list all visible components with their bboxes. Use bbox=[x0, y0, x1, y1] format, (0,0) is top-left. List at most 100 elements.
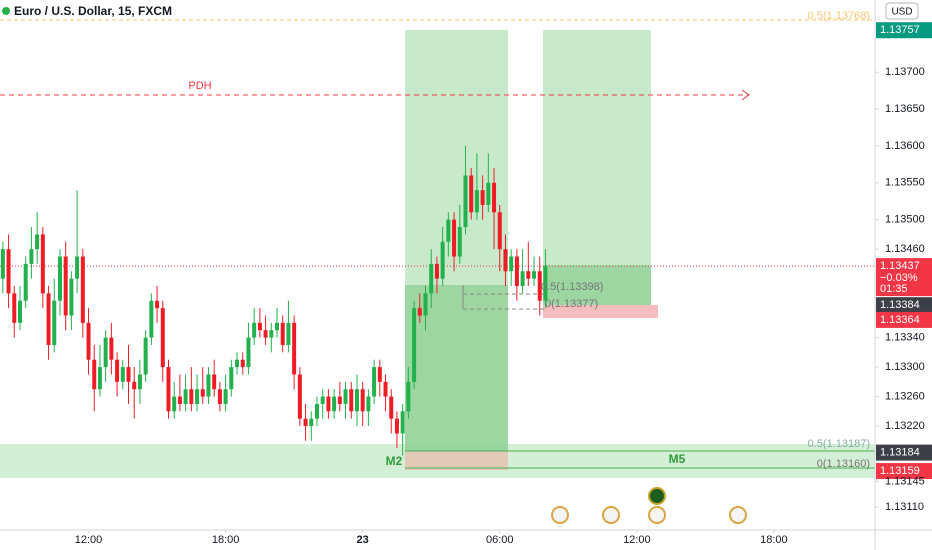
candle-body bbox=[29, 249, 34, 264]
candle-body bbox=[103, 337, 108, 368]
candle-body bbox=[97, 367, 102, 390]
candle-body bbox=[543, 266, 548, 301]
chart-title: Euro / U.S. Dollar, 15, FXCM bbox=[14, 4, 172, 18]
candle-body bbox=[520, 271, 525, 287]
price-badge-label: 1.13364 bbox=[880, 314, 920, 326]
m5-label: M5 bbox=[669, 452, 686, 466]
candle-body bbox=[526, 271, 531, 279]
candle-body bbox=[474, 190, 479, 213]
candle-body bbox=[434, 263, 439, 279]
candle-body bbox=[269, 330, 274, 338]
candle-body bbox=[160, 308, 165, 368]
candle-body bbox=[469, 175, 474, 213]
candle-body bbox=[537, 271, 542, 301]
entry-zone bbox=[543, 265, 651, 305]
candle-body bbox=[349, 389, 354, 412]
candle-body bbox=[492, 182, 497, 213]
candle-body bbox=[337, 396, 342, 404]
countdown: 01:35 bbox=[880, 283, 908, 295]
candle-body bbox=[446, 219, 451, 242]
candle-body bbox=[480, 190, 485, 205]
candle-body bbox=[120, 367, 125, 382]
candle-body bbox=[360, 389, 365, 412]
candle-body bbox=[275, 322, 280, 331]
candle-body bbox=[217, 389, 222, 404]
candle-body bbox=[423, 293, 428, 316]
pdh-arrow bbox=[741, 89, 750, 101]
y-tick-label: 1.13460 bbox=[885, 243, 925, 255]
y-tick-label: 1.13550 bbox=[885, 177, 925, 189]
candle-body bbox=[177, 396, 182, 404]
fib-label: 0.5(1.13187) bbox=[808, 438, 870, 450]
y-tick-label: 1.13340 bbox=[885, 332, 925, 344]
x-tick-label: 12:00 bbox=[623, 534, 651, 546]
currency-label: USD bbox=[891, 7, 912, 18]
target-zone bbox=[543, 30, 651, 265]
candle-body bbox=[86, 322, 91, 360]
event-flag[interactable] bbox=[648, 506, 666, 524]
candle-body bbox=[452, 219, 457, 257]
x-tick-label: 18:00 bbox=[212, 534, 240, 546]
y-tick-label: 1.13700 bbox=[885, 66, 925, 78]
candle-body bbox=[143, 337, 148, 375]
price-badge bbox=[876, 258, 932, 297]
candle-body bbox=[206, 374, 211, 397]
price-badge bbox=[876, 444, 932, 461]
candle-body bbox=[109, 337, 114, 360]
candle-body bbox=[212, 374, 217, 390]
price-badge bbox=[876, 311, 932, 328]
candle-body bbox=[503, 249, 508, 272]
x-tick-label: 12:00 bbox=[75, 534, 103, 546]
x-tick-label: 18:00 bbox=[760, 534, 788, 546]
candle-body bbox=[292, 322, 297, 375]
y-tick-label: 1.13650 bbox=[885, 103, 925, 115]
event-flag[interactable] bbox=[551, 506, 569, 524]
candle-body bbox=[0, 249, 5, 279]
y-tick-label: 1.13145 bbox=[885, 475, 925, 487]
entry-zone bbox=[405, 285, 508, 451]
candle-body bbox=[372, 367, 377, 397]
price-badge bbox=[876, 22, 932, 39]
currency-button[interactable] bbox=[885, 2, 919, 20]
candle-body bbox=[195, 389, 200, 404]
candle-body bbox=[69, 278, 74, 316]
stop-zone bbox=[543, 305, 658, 318]
candle-body bbox=[92, 359, 97, 390]
candle-body bbox=[303, 418, 308, 427]
event-flag[interactable] bbox=[602, 506, 620, 524]
m2-label: M2 bbox=[386, 454, 403, 468]
candle-body bbox=[223, 389, 228, 404]
candle-body bbox=[417, 308, 422, 316]
candle-body bbox=[486, 182, 491, 205]
fib-label: 0(1.13377) bbox=[545, 298, 598, 310]
fib-label: 0.5(1.13768) bbox=[808, 10, 870, 22]
candle-body bbox=[75, 256, 80, 279]
y-tick-label: 1.13220 bbox=[885, 420, 925, 432]
candle-body bbox=[286, 322, 291, 345]
x-tick-label: 23 bbox=[357, 534, 369, 546]
candle-body bbox=[440, 241, 445, 279]
candle-body bbox=[189, 389, 194, 404]
candle-body bbox=[389, 396, 394, 419]
status-dot bbox=[2, 7, 10, 15]
y-tick-label: 1.13500 bbox=[885, 214, 925, 226]
candle-body bbox=[257, 322, 262, 331]
event-icon[interactable] bbox=[648, 487, 666, 505]
fib-label: 0.5(1.13398) bbox=[541, 281, 603, 293]
y-tick-label: 1.13110 bbox=[885, 501, 924, 513]
y-tick-label: 1.13600 bbox=[885, 140, 925, 152]
candle-body bbox=[463, 175, 468, 228]
event-flag[interactable] bbox=[729, 506, 747, 524]
candle-body bbox=[383, 381, 388, 397]
price-badge-label: 1.13184 bbox=[880, 447, 920, 459]
y-tick-label: 1.13260 bbox=[885, 390, 925, 402]
candle-body bbox=[12, 293, 17, 323]
candle-body bbox=[126, 367, 131, 382]
candle-body bbox=[394, 418, 399, 434]
target-zone bbox=[405, 30, 508, 285]
fib-label: 0(1.13160) bbox=[817, 458, 870, 470]
candle-body bbox=[115, 359, 120, 382]
candle-body bbox=[57, 256, 62, 301]
price-change: −0.03% bbox=[880, 272, 918, 284]
candle-body bbox=[63, 256, 68, 316]
